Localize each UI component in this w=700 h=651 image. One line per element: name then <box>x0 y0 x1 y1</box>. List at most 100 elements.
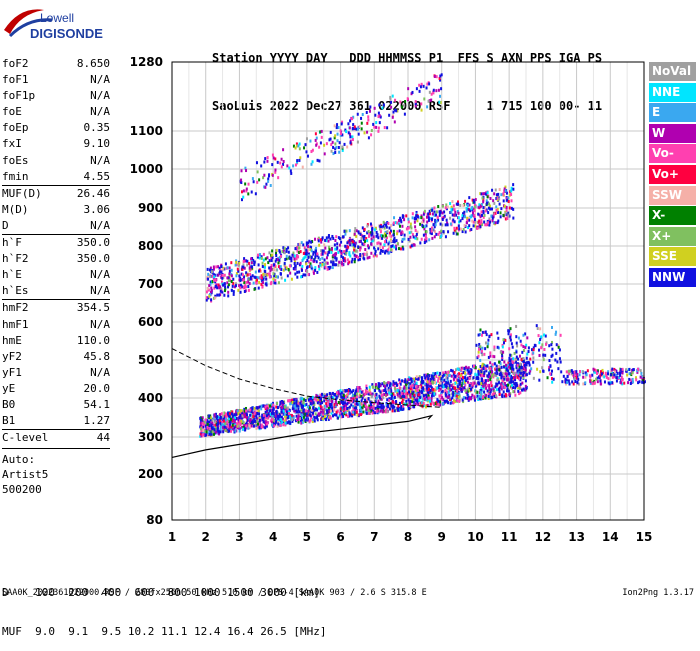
echo-point <box>341 145 344 149</box>
echo-point <box>306 258 309 262</box>
echo-point <box>263 265 266 269</box>
echo-point <box>566 380 569 384</box>
echo-point <box>549 372 552 376</box>
echo-point <box>327 239 330 243</box>
echo-point <box>343 259 346 263</box>
echo-point <box>607 377 610 381</box>
echo-point <box>309 139 312 143</box>
echo-point <box>380 406 383 410</box>
echo-point <box>221 420 224 424</box>
echo-point <box>386 392 389 396</box>
param-label: foF2 <box>2 57 29 70</box>
echo-point <box>405 227 408 231</box>
echo-point <box>221 273 224 277</box>
echo-point <box>351 395 354 399</box>
echo-point <box>515 373 518 377</box>
echo-point <box>444 388 447 392</box>
echo-point <box>427 391 430 395</box>
echo-point <box>330 395 333 399</box>
echo-point <box>415 384 418 388</box>
echo-point <box>261 425 264 429</box>
echo-point <box>579 370 582 374</box>
echo-point <box>641 380 644 384</box>
echo-point <box>483 381 486 385</box>
echo-point <box>314 412 317 416</box>
echo-point <box>636 370 639 374</box>
param-value: 44 <box>96 431 110 445</box>
echo-point <box>290 414 293 418</box>
echo-point <box>519 375 522 379</box>
echo-point <box>367 408 370 412</box>
echo-point <box>353 125 356 129</box>
echo-point <box>440 73 443 77</box>
echo-point <box>239 286 242 290</box>
echo-point <box>377 384 380 388</box>
echo-point <box>229 417 232 421</box>
echo-point <box>634 376 637 380</box>
echo-point <box>369 222 372 226</box>
echo-point <box>332 236 335 240</box>
echo-point <box>368 410 371 414</box>
echo-point <box>415 391 418 395</box>
echo-point <box>505 394 508 398</box>
echo-point <box>390 244 393 248</box>
echo-point <box>274 259 277 263</box>
echo-point <box>298 242 301 246</box>
echo-point <box>261 285 264 289</box>
echo-point <box>482 198 485 202</box>
echo-point <box>320 394 323 398</box>
echo-point <box>256 255 259 259</box>
echo-point <box>482 395 485 399</box>
echo-point <box>206 267 209 271</box>
echo-point <box>495 388 498 392</box>
echo-point <box>235 263 238 267</box>
echo-point <box>480 219 483 223</box>
echo-point <box>527 350 530 354</box>
param-row: fxI 9.10 <box>2 136 110 152</box>
echo-point <box>321 256 324 260</box>
echo-point <box>487 355 490 359</box>
echo-point <box>297 411 300 415</box>
echo-point <box>262 420 265 424</box>
echo-point <box>274 275 277 279</box>
echo-point <box>335 126 338 130</box>
echo-point <box>436 371 439 375</box>
echo-point <box>386 221 389 225</box>
echo-point <box>477 212 480 216</box>
echo-point <box>517 386 520 390</box>
echo-point <box>473 218 476 222</box>
echo-point <box>386 404 389 408</box>
echo-point <box>324 261 327 265</box>
echo-point <box>356 386 359 390</box>
echo-point <box>275 414 278 418</box>
echo-point <box>300 241 303 245</box>
echo-point <box>470 227 473 231</box>
echo-point <box>521 370 524 374</box>
echo-point <box>452 231 455 235</box>
echo-point <box>338 249 341 253</box>
echo-point <box>318 145 321 149</box>
echo-point <box>515 383 518 387</box>
echo-point <box>396 230 399 234</box>
echo-point <box>276 160 279 164</box>
echo-point <box>406 391 409 395</box>
echo-point <box>243 412 246 416</box>
echo-point <box>513 351 516 355</box>
echo-point <box>238 421 241 425</box>
echo-point <box>482 384 485 388</box>
echo-point <box>219 416 222 420</box>
echo-point <box>488 375 491 379</box>
echo-point <box>355 234 358 238</box>
echo-point <box>576 372 579 376</box>
echo-point <box>459 219 462 223</box>
echo-point <box>425 383 428 387</box>
echo-point <box>287 420 290 424</box>
echo-point <box>491 216 494 220</box>
param-row: foEp 0.35 <box>2 120 110 136</box>
param-row: foEs N/A <box>2 153 110 169</box>
echo-point <box>486 191 489 195</box>
echo-point <box>345 393 348 397</box>
echo-point <box>393 401 396 405</box>
echo-point <box>248 266 251 270</box>
echo-point <box>285 247 288 251</box>
